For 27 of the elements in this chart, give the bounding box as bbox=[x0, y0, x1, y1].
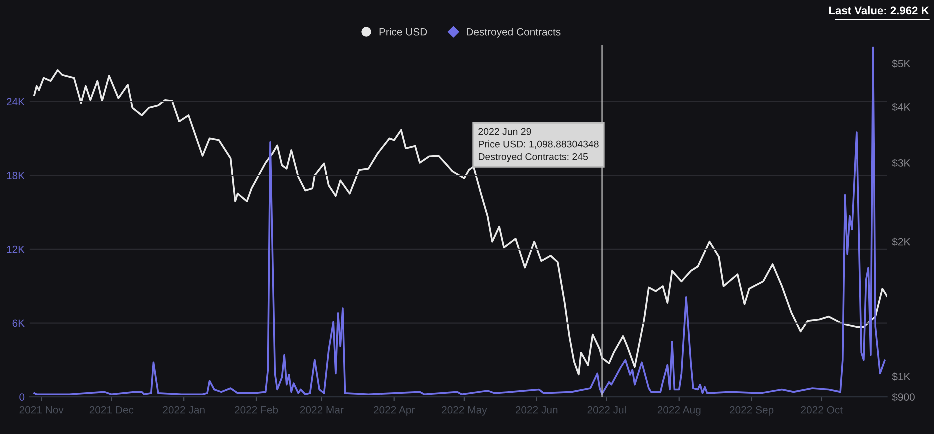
x-tick-label: 2022 Feb bbox=[235, 406, 278, 414]
y-tick-label: 6K bbox=[12, 320, 25, 328]
x-tick-label: 2022 Oct bbox=[801, 406, 843, 414]
y2-tick-label: $5K bbox=[892, 60, 911, 68]
y2-tick-label: $1K bbox=[892, 372, 911, 382]
x-tick-label: 2022 Jul bbox=[588, 406, 626, 414]
x-tick-label: 2021 Dec bbox=[90, 406, 134, 414]
y2-tick-label: $3K bbox=[892, 159, 911, 168]
legend-label: Destroyed Contracts bbox=[467, 28, 561, 38]
x-tick-label: 2022 Jun bbox=[516, 406, 558, 414]
legend-label: Price USD bbox=[380, 28, 428, 36]
x-tick-label: 2022 Jan bbox=[163, 406, 205, 414]
x-tick-label: 2022 Sep bbox=[730, 406, 774, 416]
y2-tick-label: $900 bbox=[892, 393, 915, 402]
y2-tick-label: $2K bbox=[892, 238, 911, 246]
x-tick-label: 2022 Mar bbox=[300, 406, 344, 414]
x-tick-label: 2022 May bbox=[442, 406, 488, 416]
y2-tick-label: $4K bbox=[892, 103, 911, 112]
x-tick-label: 2021 Nov bbox=[20, 406, 64, 414]
x-tick-label: 2022 Apr bbox=[374, 406, 416, 416]
x-tick-label: 2022 Aug bbox=[658, 406, 701, 416]
y-tick-label: 0 bbox=[20, 394, 25, 401]
y-tick-label: 24K bbox=[7, 98, 25, 106]
text: Last Value: 2.962 K bbox=[829, 6, 930, 15]
y-tick-label: 18K bbox=[7, 172, 25, 180]
annotation: 2022 Jun 29 Price USD: 1,098.88304348 Destroyed Contracts: 245 bbox=[478, 128, 599, 162]
y-tick-label: 12K bbox=[7, 246, 25, 254]
